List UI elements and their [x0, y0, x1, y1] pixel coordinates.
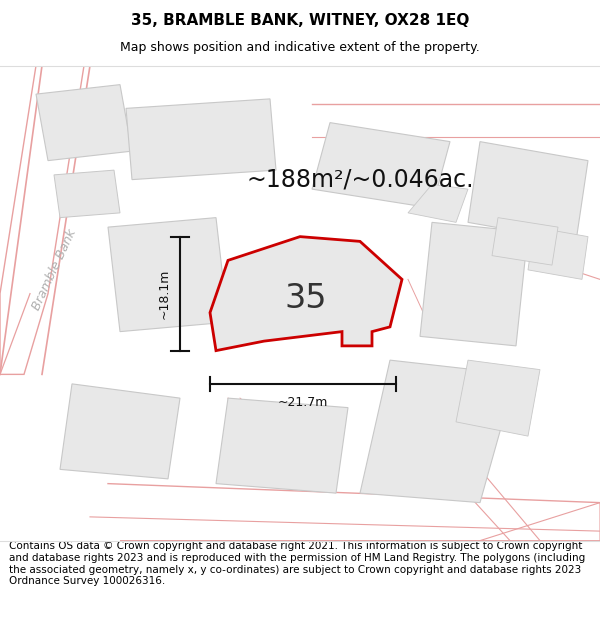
Text: ~188m²/~0.046ac.: ~188m²/~0.046ac.: [246, 168, 474, 192]
Text: Contains OS data © Crown copyright and database right 2021. This information is : Contains OS data © Crown copyright and d…: [9, 541, 585, 586]
Polygon shape: [210, 237, 402, 351]
Polygon shape: [456, 360, 540, 436]
Text: 35, BRAMBLE BANK, WITNEY, OX28 1EQ: 35, BRAMBLE BANK, WITNEY, OX28 1EQ: [131, 13, 469, 28]
Text: ~21.7m: ~21.7m: [278, 396, 328, 409]
Polygon shape: [54, 170, 120, 217]
Text: Bramble Bank: Bramble Bank: [29, 228, 79, 312]
Polygon shape: [468, 142, 588, 241]
Polygon shape: [408, 184, 468, 222]
Polygon shape: [312, 122, 450, 208]
Polygon shape: [120, 503, 600, 541]
Polygon shape: [360, 360, 516, 503]
Polygon shape: [420, 222, 528, 346]
Polygon shape: [528, 227, 588, 279]
Text: Map shows position and indicative extent of the property.: Map shows position and indicative extent…: [120, 41, 480, 54]
Polygon shape: [108, 217, 228, 332]
Text: 35: 35: [285, 282, 327, 315]
Text: ~18.1m: ~18.1m: [158, 269, 171, 319]
Polygon shape: [492, 217, 558, 265]
Polygon shape: [126, 99, 276, 179]
Polygon shape: [60, 384, 180, 479]
Polygon shape: [216, 398, 348, 493]
Polygon shape: [0, 66, 84, 374]
Polygon shape: [36, 84, 132, 161]
